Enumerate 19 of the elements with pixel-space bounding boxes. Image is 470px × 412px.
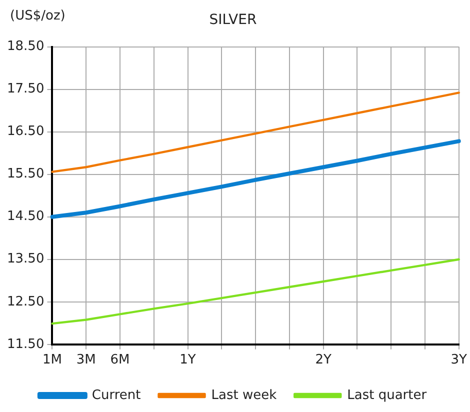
- y-tick-label: 15.50: [7, 166, 44, 182]
- x-tick-label: 2Y: [315, 352, 332, 368]
- x-tick-label: 6M: [110, 352, 130, 368]
- x-tick-label: 1M: [42, 352, 62, 368]
- y-tick-label: 14.50: [7, 209, 44, 224]
- legend-label: Last week: [211, 388, 278, 403]
- y-tick-label: 13.50: [7, 252, 44, 267]
- x-tick-label: 3Y: [450, 352, 468, 368]
- y-tick-label: 18.50: [7, 39, 44, 54]
- y-tick-label: 12.50: [7, 294, 44, 310]
- y-axis-title: (US$/oz): [10, 8, 66, 24]
- legend-label: Last quarter: [347, 388, 428, 403]
- chart-title: SILVER: [209, 12, 257, 28]
- x-tick-label: 1Y: [180, 352, 196, 368]
- y-tick-label: 16.50: [7, 124, 44, 140]
- y-tick-label: 17.50: [7, 82, 44, 97]
- legend-label: Current: [92, 388, 141, 403]
- y-tick-label: 11.50: [7, 336, 44, 352]
- x-tick-label: 3M: [76, 352, 96, 368]
